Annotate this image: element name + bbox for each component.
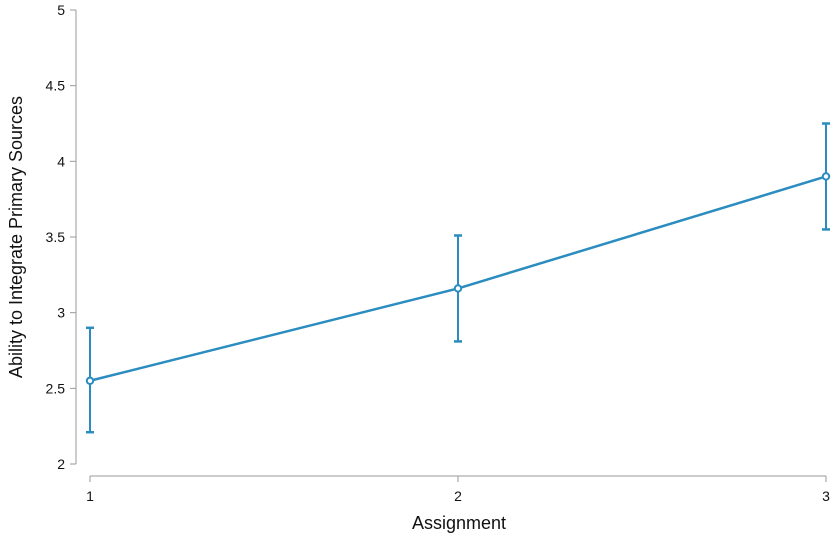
x-tick-label: 3 [822,488,830,504]
y-tick-label: 4 [57,153,65,169]
data-point [821,172,831,181]
plot-area [85,122,831,434]
y-tick-label: 2.5 [46,380,66,396]
x-axis-title: Assignment [412,513,506,533]
data-point [453,284,463,293]
y-tick-label: 4.5 [46,78,66,94]
y-axis-title: Ability to Integrate Primary Sources [6,96,26,378]
y-tick-label: 2 [57,456,65,472]
x-tick-label: 1 [86,488,94,504]
y-tick-label: 3 [57,305,65,321]
y-tick-label: 3.5 [46,229,66,245]
x-axis: 1 2 3 [86,475,830,504]
data-point [85,376,95,385]
x-tick-label: 2 [454,488,462,504]
y-axis: 2 2.5 3 3.5 4 4.5 5 [46,2,77,472]
y-tick-label: 5 [57,2,65,18]
